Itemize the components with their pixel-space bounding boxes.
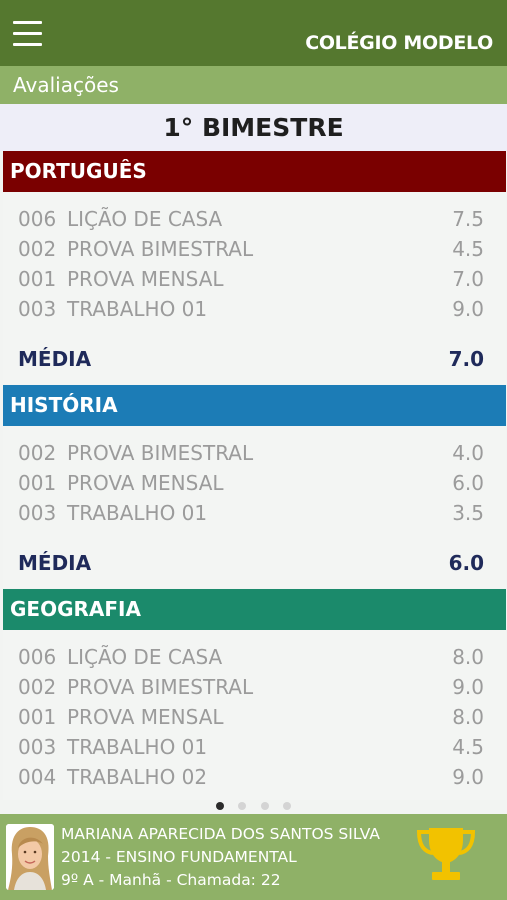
section-title: Avaliações (13, 73, 119, 97)
grade-name: LIÇÃO DE CASA (67, 207, 223, 231)
grade-name: PROVA BIMESTRAL (67, 441, 254, 465)
grade-name: PROVA MENSAL (67, 267, 224, 291)
subject-grades-portugues: 006 LIÇÃO DE CASA 7.5 002 PROVA BIMESTRA… (3, 192, 506, 384)
subject-header-historia[interactable]: HISTÓRIA (3, 385, 506, 426)
student-avatar (6, 824, 54, 890)
grade-name: PROVA BIMESTRAL (67, 675, 254, 699)
grade-code: 006 (18, 207, 57, 231)
grade-row: 004 TRABALHO 02 9.0 (18, 762, 484, 792)
grade-code: 001 (18, 471, 57, 495)
grade-row: 002 PROVA BIMESTRAL 4.5 (18, 234, 484, 264)
average-value: 6.0 (448, 551, 484, 575)
student-class-info: 9º A - Manhã - Chamada: 22 (61, 871, 281, 889)
grade-code: 003 (18, 297, 57, 321)
page-dot[interactable] (238, 802, 246, 810)
grade-value: 7.5 (452, 207, 484, 231)
subject-grades-geografia: 006 LIÇÃO DE CASA 8.0 002 PROVA BIMESTRA… (3, 630, 506, 800)
grade-name: TRABALHO 01 (67, 735, 208, 759)
student-year-level: 2014 - ENSINO FUNDAMENTAL (61, 848, 297, 866)
grade-code: 001 (18, 705, 57, 729)
subject-header-portugues[interactable]: PORTUGUÊS (3, 151, 506, 192)
grade-row: 001 PROVA MENSAL 6.0 (18, 468, 484, 498)
grade-row: 002 PROVA BIMESTRAL 4.0 (18, 438, 484, 468)
grade-row: 003 TRABALHO 01 4.5 (18, 732, 484, 762)
grade-row: 001 PROVA MENSAL 7.0 (18, 264, 484, 294)
grade-row: 006 LIÇÃO DE CASA 8.0 (18, 642, 484, 672)
grade-value: 8.0 (452, 645, 484, 669)
average-label: MÉDIA (18, 347, 92, 371)
page-dot[interactable] (216, 802, 224, 810)
grade-value: 4.0 (452, 441, 484, 465)
average-row: MÉDIA 6.0 (18, 548, 484, 578)
trophy-icon[interactable] (413, 822, 479, 886)
period-title: 1° BIMESTRE (0, 104, 507, 151)
grade-code: 004 (18, 765, 57, 789)
page-dot[interactable] (283, 802, 291, 810)
app-title: COLÉGIO MODELO (305, 32, 493, 54)
grade-code: 006 (18, 645, 57, 669)
grade-code: 002 (18, 675, 57, 699)
grade-value: 4.5 (452, 237, 484, 261)
grade-value: 8.0 (452, 705, 484, 729)
average-label: MÉDIA (18, 551, 92, 575)
grade-value: 9.0 (452, 675, 484, 699)
subject-header-geografia[interactable]: GEOGRAFIA (3, 589, 506, 630)
grade-row: 003 TRABALHO 01 9.0 (18, 294, 484, 324)
grade-name: PROVA BIMESTRAL (67, 237, 254, 261)
grade-value: 4.5 (452, 735, 484, 759)
grade-name: TRABALHO 01 (67, 297, 208, 321)
grade-name: TRABALHO 01 (67, 501, 208, 525)
grade-value: 9.0 (452, 297, 484, 321)
grade-name: PROVA MENSAL (67, 705, 224, 729)
grade-code: 001 (18, 267, 57, 291)
grade-row: 006 LIÇÃO DE CASA 7.5 (18, 204, 484, 234)
grade-value: 3.5 (452, 501, 484, 525)
grade-code: 003 (18, 501, 57, 525)
grade-name: TRABALHO 02 (67, 765, 208, 789)
grade-row: 003 TRABALHO 01 3.5 (18, 498, 484, 528)
average-row: MÉDIA 7.0 (18, 344, 484, 374)
page-dot[interactable] (261, 802, 269, 810)
average-value: 7.0 (448, 347, 484, 371)
subject-grades-historia: 002 PROVA BIMESTRAL 4.0 001 PROVA MENSAL… (3, 426, 506, 588)
grade-value: 6.0 (452, 471, 484, 495)
grade-value: 9.0 (452, 765, 484, 789)
grade-name: LIÇÃO DE CASA (67, 645, 223, 669)
grade-code: 003 (18, 735, 57, 759)
grade-row: 001 PROVA MENSAL 8.0 (18, 702, 484, 732)
top-app-bar: COLÉGIO MODELO (0, 0, 507, 66)
grade-row: 002 PROVA BIMESTRAL 9.0 (18, 672, 484, 702)
hamburger-menu-icon[interactable] (13, 21, 42, 47)
student-name: MARIANA APARECIDA DOS SANTOS SILVA (61, 825, 380, 843)
grade-code: 002 (18, 237, 57, 261)
grade-name: PROVA MENSAL (67, 471, 224, 495)
section-bar: Avaliações (0, 66, 507, 104)
page-indicator (0, 800, 507, 814)
student-footer: MARIANA APARECIDA DOS SANTOS SILVA 2014 … (0, 814, 507, 900)
grade-code: 002 (18, 441, 57, 465)
grade-value: 7.0 (452, 267, 484, 291)
